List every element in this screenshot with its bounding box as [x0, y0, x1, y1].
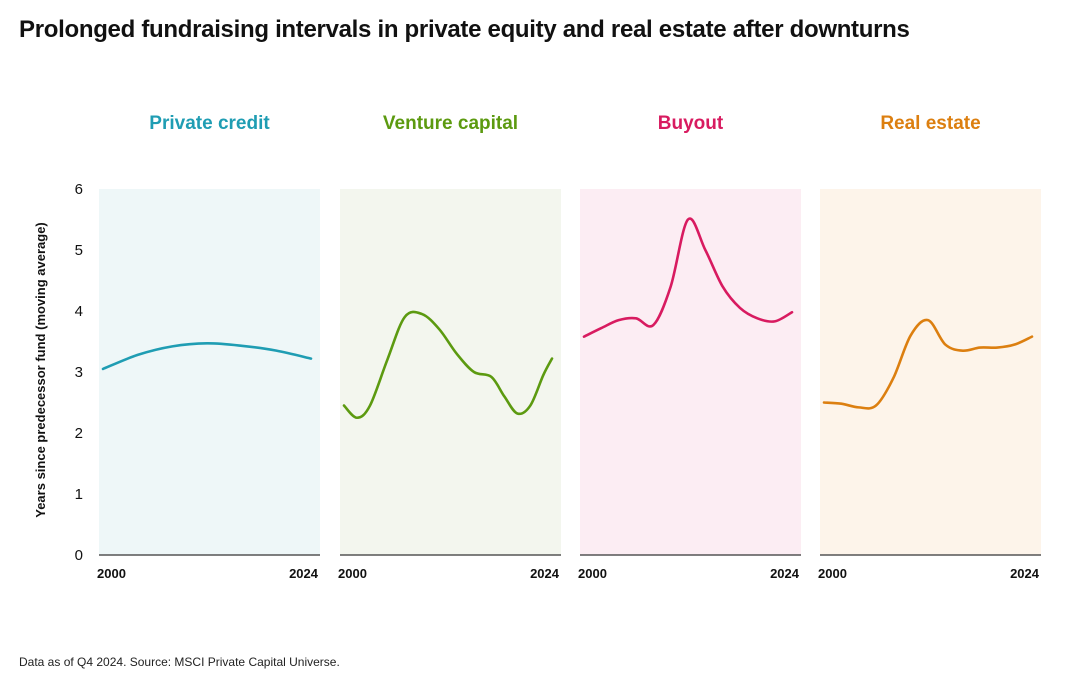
y-tick-label: 3 [75, 364, 83, 381]
x-tick-label: 2000 [578, 566, 607, 581]
series-line [582, 217, 794, 338]
x-tick-label: 2024 [770, 566, 800, 581]
panel-title: Buyout [658, 113, 724, 134]
y-tick-label: 2 [75, 425, 83, 442]
y-tick-label: 6 [75, 181, 83, 198]
footnote: Data as of Q4 2024. Source: MSCI Private… [19, 655, 340, 669]
y-tick-label: 4 [75, 303, 83, 320]
x-tick-label: 2024 [1010, 566, 1040, 581]
y-axis-label: Years since predecessor fund (moving ave… [33, 222, 48, 518]
y-tick-label: 0 [75, 547, 83, 564]
y-tick-label: 5 [75, 242, 83, 259]
series-line [101, 342, 313, 371]
x-tick-label: 2024 [530, 566, 560, 581]
x-tick-label: 2000 [338, 566, 367, 581]
panel-title: Private credit [149, 113, 270, 134]
y-tick-label: 1 [75, 486, 83, 503]
panel-title: Real estate [880, 113, 980, 134]
panels: Private credit 2000 2024 Venture capital 200… [97, 113, 1041, 581]
panel-background [99, 189, 320, 555]
chart: 0 1 2 3 4 5 6 Years since predecessor fund (mo… [33, 113, 1041, 581]
x-tick-label: 2000 [97, 566, 126, 581]
panel-title: Venture capital [383, 113, 518, 134]
panel-buyout: Buyout 2000 2024 [578, 113, 801, 581]
y-axis: 0 1 2 3 4 5 6 [75, 181, 83, 564]
x-tick-label: 2000 [818, 566, 847, 581]
panel-background [340, 189, 561, 555]
panel-background [580, 189, 801, 555]
panel-venture-capital: Venture capital 2000 2024 [338, 113, 561, 581]
series-line [822, 318, 1034, 410]
series-line [342, 310, 554, 420]
chart-title: Prolonged fundraising intervals in priva… [19, 16, 910, 43]
panel-private-credit: Private credit 2000 2024 [97, 113, 320, 581]
panel-background [820, 189, 1041, 555]
panel-real-estate: Real estate 2000 2024 [818, 113, 1041, 581]
x-tick-label: 2024 [289, 566, 319, 581]
